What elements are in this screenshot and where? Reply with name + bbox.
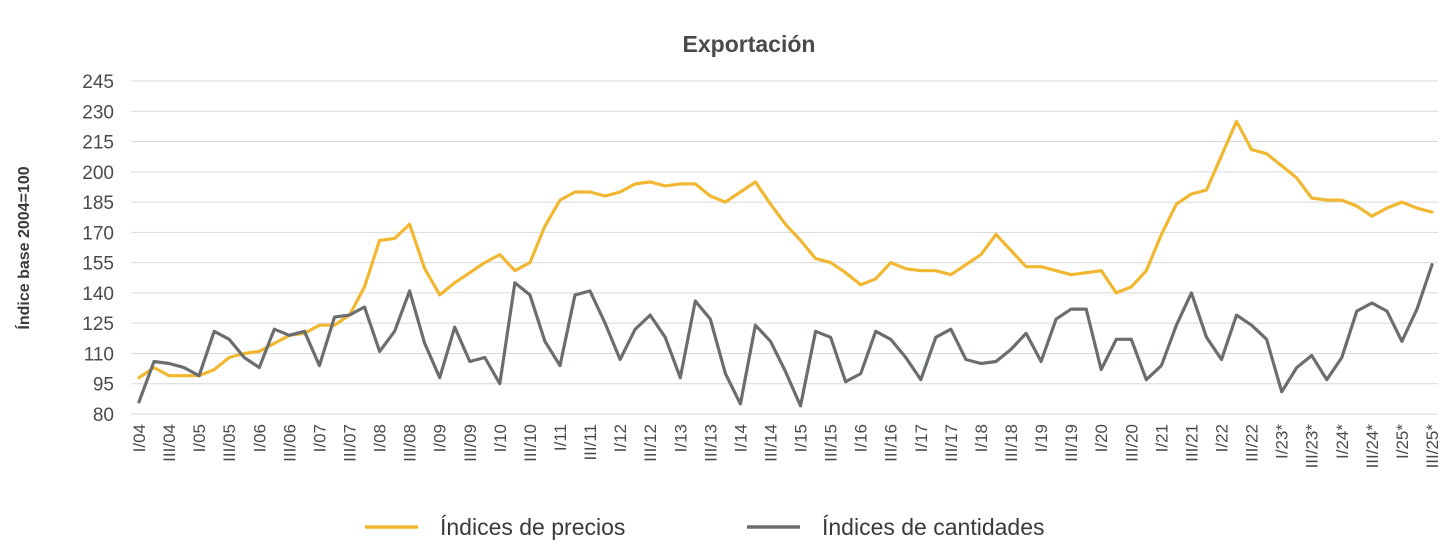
x-tick-label: I/25*: [1393, 424, 1412, 459]
x-tick-label: III/09: [461, 424, 480, 462]
x-tick-label: I/17: [912, 424, 931, 452]
x-tick-label: III/17: [942, 424, 961, 462]
y-tick-label: 80: [93, 405, 114, 426]
y-tick-label: 170: [82, 223, 114, 244]
x-tick-label: I/24*: [1333, 424, 1352, 459]
y-tick-label: 215: [82, 133, 114, 154]
y-tick-label: 230: [82, 102, 114, 123]
x-tick-label: I/15: [792, 424, 811, 452]
series-line-cantidades: [137, 263, 1434, 408]
x-tick-label: I/20: [1092, 424, 1111, 452]
x-tick-label: III/04: [160, 424, 179, 462]
series-line-precios: [137, 119, 1434, 380]
x-tick-label: III/19: [1062, 424, 1081, 462]
y-tick-label: 155: [82, 254, 114, 275]
y-axis-ticks: 80 95 110 125 140 155 170 185 200 215 230 245: [82, 72, 114, 426]
x-tick-label: III/07: [340, 424, 359, 462]
x-tick-label: I/09: [431, 424, 450, 452]
x-tick-label: I/05: [190, 424, 209, 452]
x-tick-label: I/16: [852, 424, 871, 452]
x-tick-label: I/08: [371, 424, 390, 452]
y-tick-label: 125: [82, 314, 114, 335]
x-tick-label: I/13: [671, 424, 690, 452]
x-tick-label: III/15: [822, 424, 841, 462]
legend-label: Índices de cantidades: [822, 514, 1045, 540]
x-tick-label: I/23*: [1273, 424, 1292, 459]
x-tick-label: III/11: [581, 424, 600, 461]
gridlines: [131, 80, 1438, 415]
x-tick-label: I/18: [972, 424, 991, 452]
x-tick-label: III/21: [1182, 424, 1201, 462]
x-tick-label: I/07: [310, 424, 329, 452]
x-tick-label: I/10: [491, 424, 510, 452]
x-tick-label: III/20: [1122, 424, 1141, 462]
x-tick-label: III/24*: [1363, 424, 1382, 469]
y-tick-label: 140: [82, 284, 114, 305]
x-tick-label: III/05: [220, 424, 239, 462]
legend-label: Índices de precios: [440, 514, 625, 540]
chart-title: Exportación: [683, 31, 816, 57]
x-tick-label: I/19: [1032, 424, 1051, 452]
legend: Índices de precios Índices de cantidades: [365, 514, 1045, 540]
x-tick-label: III/12: [641, 424, 660, 462]
x-tick-label: III/25*: [1423, 424, 1442, 469]
y-tick-label: 110: [84, 344, 114, 365]
x-tick-label: I/21: [1152, 424, 1171, 452]
x-tick-label: I/12: [611, 424, 630, 452]
x-tick-label: I/14: [731, 424, 750, 452]
x-tick-label: I/04: [130, 424, 149, 452]
x-tick-label: III/08: [401, 424, 420, 462]
x-tick-label: III/13: [701, 424, 720, 462]
y-tick-label: 245: [82, 72, 114, 93]
x-tick-label: III/23*: [1303, 424, 1322, 469]
x-axis-ticks: I/04 III/04 I/05 III/05 I/06 III/06 I/07 III/07…: [130, 424, 1442, 469]
x-tick-label: III/18: [1002, 424, 1021, 462]
x-tick-label: III/16: [882, 424, 901, 462]
x-tick-label: III/10: [521, 424, 540, 462]
x-tick-label: I/22: [1213, 424, 1232, 452]
y-tick-label: 95: [93, 375, 114, 396]
x-tick-label: III/22: [1243, 424, 1262, 462]
x-tick-label: I/11: [551, 424, 570, 451]
x-tick-label: III/06: [280, 424, 299, 462]
y-tick-label: 185: [82, 193, 114, 214]
x-tick-label: I/06: [250, 424, 269, 452]
y-axis-label: Índice base 2004=100: [14, 166, 33, 329]
x-tick-label: III/14: [761, 424, 780, 462]
y-tick-label: 200: [82, 163, 114, 184]
series-lines: [137, 119, 1434, 408]
